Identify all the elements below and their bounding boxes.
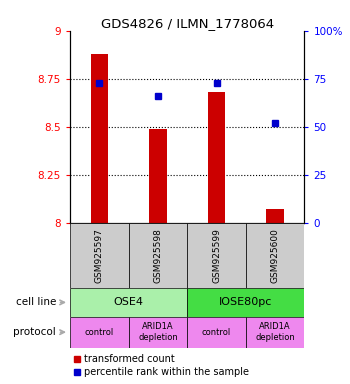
Text: GSM925597: GSM925597 <box>95 228 104 283</box>
Text: ARID1A
depletion: ARID1A depletion <box>255 323 295 342</box>
Text: control: control <box>85 328 114 337</box>
Bar <box>208 92 225 223</box>
Bar <box>187 223 246 288</box>
Text: IOSE80pc: IOSE80pc <box>219 297 273 308</box>
Text: OSE4: OSE4 <box>114 297 144 308</box>
Text: control: control <box>202 328 231 337</box>
Bar <box>246 317 304 348</box>
Text: protocol: protocol <box>13 327 56 337</box>
Bar <box>70 288 187 317</box>
Text: GSM925599: GSM925599 <box>212 228 221 283</box>
Bar <box>70 223 129 288</box>
Title: GDS4826 / ILMN_1778064: GDS4826 / ILMN_1778064 <box>101 17 274 30</box>
Text: percentile rank within the sample: percentile rank within the sample <box>84 367 249 377</box>
Text: ARID1A
depletion: ARID1A depletion <box>138 323 178 342</box>
Bar <box>187 317 246 348</box>
Bar <box>91 54 108 223</box>
Text: cell line: cell line <box>16 297 56 308</box>
Bar <box>129 317 187 348</box>
Text: GSM925600: GSM925600 <box>271 228 280 283</box>
Bar <box>149 129 167 223</box>
Text: transformed count: transformed count <box>84 354 175 364</box>
Bar <box>70 317 129 348</box>
Bar <box>266 209 284 223</box>
Text: GSM925598: GSM925598 <box>153 228 162 283</box>
Bar <box>187 288 304 317</box>
Bar <box>129 223 187 288</box>
Bar <box>246 223 304 288</box>
